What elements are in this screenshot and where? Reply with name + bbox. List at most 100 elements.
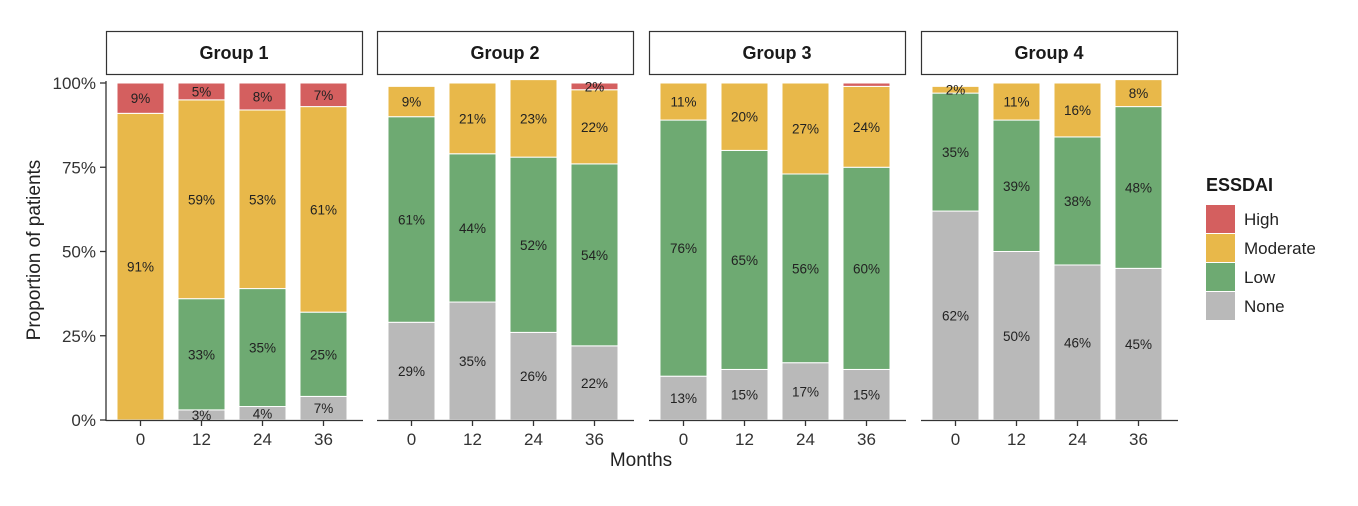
data-label: 33% xyxy=(188,347,215,362)
data-label: 53% xyxy=(249,192,276,207)
data-label: 59% xyxy=(188,192,215,207)
facet-title: Group 4 xyxy=(1014,43,1083,63)
data-label: 65% xyxy=(731,253,758,268)
bar-segment-low xyxy=(842,166,891,370)
bar-segment-low xyxy=(387,116,436,323)
x-axis-title: Months xyxy=(610,450,672,471)
bar-segment-low xyxy=(1053,136,1102,266)
x-axis-tick-label: 36 xyxy=(857,430,876,449)
bar-segment-moderate xyxy=(781,82,830,175)
x-axis-tick-label: 24 xyxy=(524,430,543,449)
x-axis-tick-label: 12 xyxy=(463,430,482,449)
data-label: 24% xyxy=(853,120,880,135)
bar-segment-low xyxy=(238,288,287,408)
data-label: 11% xyxy=(670,95,696,110)
facet-title: Group 1 xyxy=(199,43,268,63)
facet-title: Group 3 xyxy=(742,43,811,63)
facet-strip xyxy=(648,30,907,76)
data-label: 16% xyxy=(1064,103,1091,118)
data-label: 7% xyxy=(314,88,334,103)
y-axis-tick-label: 100% xyxy=(53,74,96,93)
data-label: 9% xyxy=(131,91,151,106)
x-axis-tick-label: 12 xyxy=(192,430,211,449)
x-axis-tick-label: 24 xyxy=(796,430,815,449)
data-label: 50% xyxy=(1003,329,1030,344)
bar-segment-none xyxy=(931,210,980,421)
data-label: 52% xyxy=(520,238,547,253)
bar-segment-low xyxy=(659,119,708,377)
y-axis-tick-label: 50% xyxy=(62,243,96,262)
facet-strip xyxy=(376,30,635,76)
data-label: 3% xyxy=(192,408,212,423)
bar-segment-none xyxy=(1053,264,1102,421)
y-axis-tick-label: 75% xyxy=(62,158,96,177)
bar-segment-low xyxy=(448,153,497,303)
data-label: 23% xyxy=(520,111,547,126)
data-label: 21% xyxy=(459,111,486,126)
data-label: 48% xyxy=(1125,180,1152,195)
bar-segment-moderate xyxy=(177,99,226,300)
data-label: 13% xyxy=(670,391,697,406)
legend-entry-high: High xyxy=(1244,210,1279,229)
data-label: 8% xyxy=(1129,86,1149,101)
data-label: 8% xyxy=(253,89,273,104)
data-label: 17% xyxy=(792,384,819,399)
x-axis-tick-label: 36 xyxy=(585,430,604,449)
x-axis-tick-label: 0 xyxy=(951,430,960,449)
legend-swatch-moderate xyxy=(1206,234,1235,262)
data-label: 20% xyxy=(731,110,758,125)
legend-swatch-none xyxy=(1206,292,1235,320)
x-axis-tick-label: 36 xyxy=(314,430,333,449)
data-label: 35% xyxy=(942,145,969,160)
x-axis-tick-label: 0 xyxy=(136,430,145,449)
bar-segment-low xyxy=(781,173,830,364)
bar-segment-moderate xyxy=(720,82,769,151)
y-axis-tick-label: 0% xyxy=(71,411,96,430)
data-label: 44% xyxy=(459,221,486,236)
data-label: 22% xyxy=(581,376,608,391)
data-label: 2% xyxy=(585,79,605,94)
bar-segment-moderate xyxy=(570,89,619,165)
bar-segment-moderate xyxy=(238,109,287,290)
x-axis-tick-label: 12 xyxy=(735,430,754,449)
bar-segment-low xyxy=(720,149,769,370)
data-label: 91% xyxy=(127,260,154,275)
bar-segment-moderate xyxy=(509,79,558,158)
bar-segment-moderate xyxy=(116,112,165,421)
bar-segment-moderate xyxy=(992,82,1041,121)
bar-segment-low xyxy=(570,163,619,347)
bar-segment-none xyxy=(387,321,436,421)
bar-segment-high xyxy=(842,82,891,87)
data-label: 60% xyxy=(853,261,880,276)
x-axis-tick-label: 24 xyxy=(253,430,272,449)
bar-segment-low xyxy=(177,298,226,411)
legend-entry-moderate: Moderate xyxy=(1244,239,1316,258)
data-label: 38% xyxy=(1064,194,1091,209)
bar-segment-none xyxy=(509,331,558,421)
legend-swatch-low xyxy=(1206,263,1235,291)
x-axis-tick-label: 24 xyxy=(1068,430,1087,449)
data-label: 5% xyxy=(192,84,212,99)
facet-title: Group 2 xyxy=(470,43,539,63)
bar-segment-moderate xyxy=(387,85,436,118)
x-axis-tick-label: 0 xyxy=(679,430,688,449)
x-axis-tick-label: 36 xyxy=(1129,430,1148,449)
data-label: 15% xyxy=(731,388,758,403)
legend-entry-low: Low xyxy=(1244,268,1276,287)
bar-segment-moderate xyxy=(842,85,891,168)
data-label: 9% xyxy=(402,95,422,110)
bar-segment-moderate xyxy=(1053,82,1102,138)
data-label: 45% xyxy=(1125,337,1152,352)
legend-swatch-high xyxy=(1206,205,1235,233)
bar-segment-high xyxy=(238,82,287,111)
x-axis-tick-label: 12 xyxy=(1007,430,1026,449)
data-label: 4% xyxy=(253,406,273,421)
data-label: 2% xyxy=(946,83,966,98)
data-label: 35% xyxy=(249,341,276,356)
bar-segment-moderate xyxy=(931,85,980,94)
facet-strip xyxy=(105,30,364,76)
bar-segment-moderate xyxy=(448,82,497,155)
legend-title: ESSDAI xyxy=(1206,175,1273,195)
data-label: 25% xyxy=(310,347,337,362)
data-label: 54% xyxy=(581,248,608,263)
